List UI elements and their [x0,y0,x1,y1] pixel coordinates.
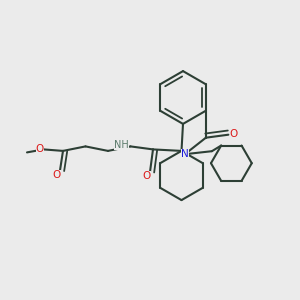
Text: O: O [142,171,151,182]
Text: O: O [52,170,61,180]
Text: O: O [36,144,44,154]
Text: N: N [181,149,189,159]
Text: NH: NH [114,140,129,150]
Text: O: O [230,129,238,139]
